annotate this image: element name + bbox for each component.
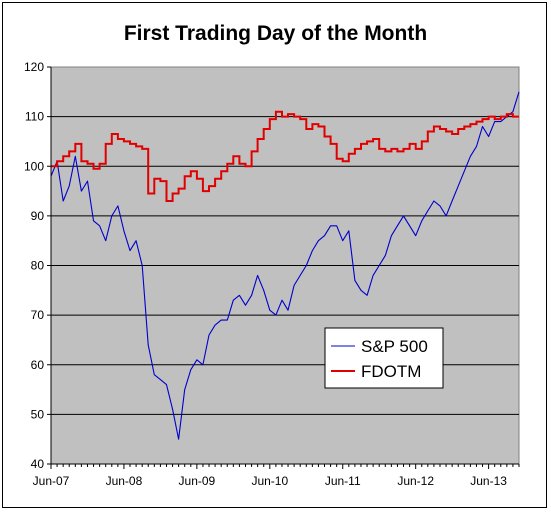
x-tick-label: Jun-11 <box>325 474 361 488</box>
series-line-fdotm <box>51 110 519 202</box>
x-axis: Jun-07 Jun-08 Jun-09 Jun-10 Jun-11 Jun-12 Jun-… <box>33 67 520 488</box>
y-axis: 40 50 60 70 80 90 100 110 120 <box>24 60 51 471</box>
x-tick-label: Jun-07 <box>33 474 70 488</box>
x-tick-label: Jun-12 <box>397 474 434 488</box>
x-tick-label: Jun-08 <box>106 474 143 488</box>
chart-title: First Trading Day of the Month <box>123 22 428 45</box>
y-tick-label: 80 <box>31 259 45 273</box>
y-tick-label: 70 <box>31 308 45 322</box>
y-tick-label: 90 <box>31 209 45 223</box>
x-tick-label: Jun-09 <box>179 474 216 488</box>
y-tick-label: 100 <box>24 159 44 173</box>
legend-label: S&P 500 <box>361 337 428 356</box>
legend: S&P 500 FDOTM <box>324 327 444 389</box>
gridlines <box>51 116 519 415</box>
y-tick-label: 40 <box>31 457 45 471</box>
y-tick-label: 60 <box>31 358 45 372</box>
y-tick-label: 120 <box>24 60 44 74</box>
x-tick-label: Jun-10 <box>251 474 288 488</box>
x-tick-label: Jun-13 <box>470 474 507 488</box>
y-tick-label: 50 <box>31 407 45 421</box>
legend-box <box>324 327 444 389</box>
series-line-sp500 <box>50 91 520 440</box>
legend-label: FDOTM <box>361 362 421 381</box>
series-layer <box>50 91 520 440</box>
y-tick-label: 110 <box>25 110 44 124</box>
